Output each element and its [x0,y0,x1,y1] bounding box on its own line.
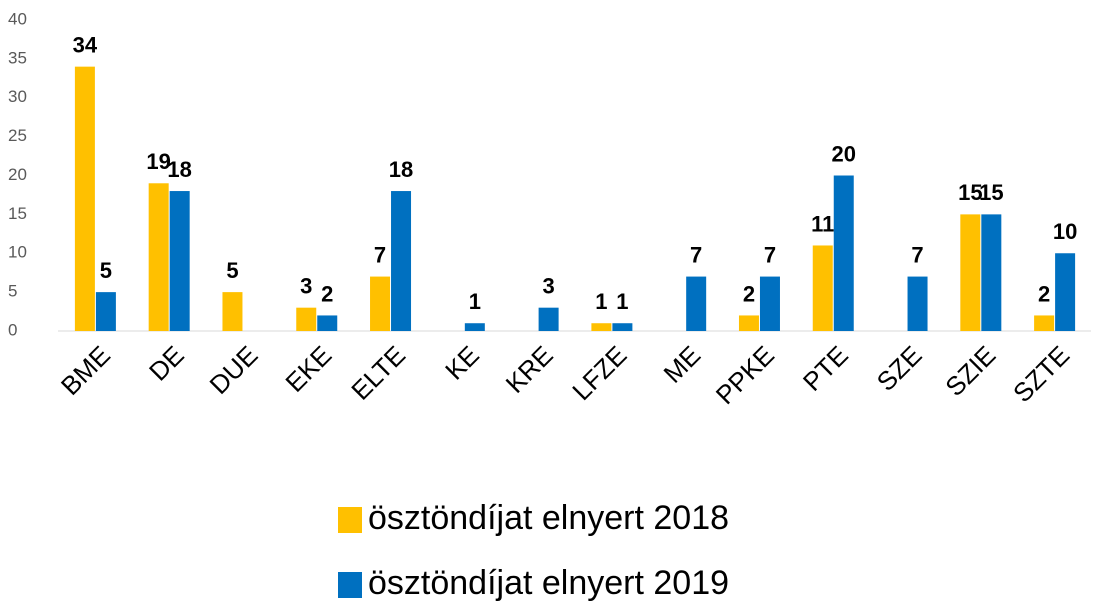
x-tick-label: SZTE [1007,340,1075,408]
value-label: 2 [743,281,755,306]
y-tick-label: 35 [8,48,27,67]
x-tick-label: PTE [797,340,854,397]
bar [296,307,317,331]
value-label: 1 [595,289,607,314]
x-tick-label: DE [143,340,190,387]
x-tick-label: KRE [500,340,559,399]
bar [833,175,854,331]
value-label: 5 [100,258,112,283]
legend-label: ösztöndíjat elnyert 2018 [368,499,729,537]
bar [464,323,485,331]
x-tick-label: EKE [279,340,337,398]
bar [981,214,1002,331]
bar [74,66,95,332]
y-tick-label: 5 [8,282,17,301]
bar [738,315,759,331]
value-label: 19 [146,149,170,174]
x-tick-label: LFZE [566,340,632,406]
bar [148,183,169,331]
legend-swatch [338,572,362,598]
value-label: 7 [764,242,776,267]
bar [1034,315,1055,331]
bar [95,292,116,331]
x-tick-label: SZE [871,340,928,397]
value-label: 1 [469,289,481,314]
x-tick-label: KE [439,340,485,386]
value-label: 2 [1038,281,1050,306]
bar [960,214,981,331]
y-tick-label: 40 [8,9,27,28]
x-tick-label: ME [657,340,706,389]
bar [370,276,391,331]
bar [612,323,633,331]
value-label: 7 [374,242,386,267]
value-label: 5 [226,258,238,283]
bar [812,245,833,331]
bar [391,191,412,331]
x-tick-label: ELTE [345,340,411,406]
value-label: 1 [616,289,628,314]
y-tick-label: 25 [8,126,27,145]
bar [591,323,612,331]
x-tick-label: DUE [204,340,264,400]
value-label: 34 [73,32,98,57]
y-tick-label: 20 [8,165,27,184]
value-label: 7 [911,242,923,267]
y-tick-label: 15 [8,204,27,223]
legend-swatch [338,507,362,533]
y-tick-label: 0 [8,320,17,339]
bar [907,276,928,331]
bar [222,292,243,331]
x-tick-label: PPKE [710,340,780,410]
value-label: 11 [811,211,834,236]
value-label: 15 [979,180,1003,205]
value-label: 15 [958,180,982,205]
value-label: 3 [300,273,312,298]
bar [759,276,780,331]
value-label: 20 [832,141,856,166]
value-label: 2 [321,281,333,306]
value-label: 10 [1053,219,1077,244]
y-tick-label: 10 [8,243,27,262]
legend-label: ösztöndíjat elnyert 2019 [368,564,729,602]
bar [317,315,338,331]
bar [538,307,559,331]
bar [686,276,707,331]
value-label: 18 [389,157,413,182]
value-label: 3 [542,273,554,298]
bar [1055,253,1076,331]
value-label: 7 [690,242,702,267]
x-tick-label: BME [55,340,116,401]
y-tick-label: 30 [8,87,27,106]
bar [169,191,190,331]
x-tick-label: SZIE [939,340,1001,402]
value-label: 18 [167,157,191,182]
